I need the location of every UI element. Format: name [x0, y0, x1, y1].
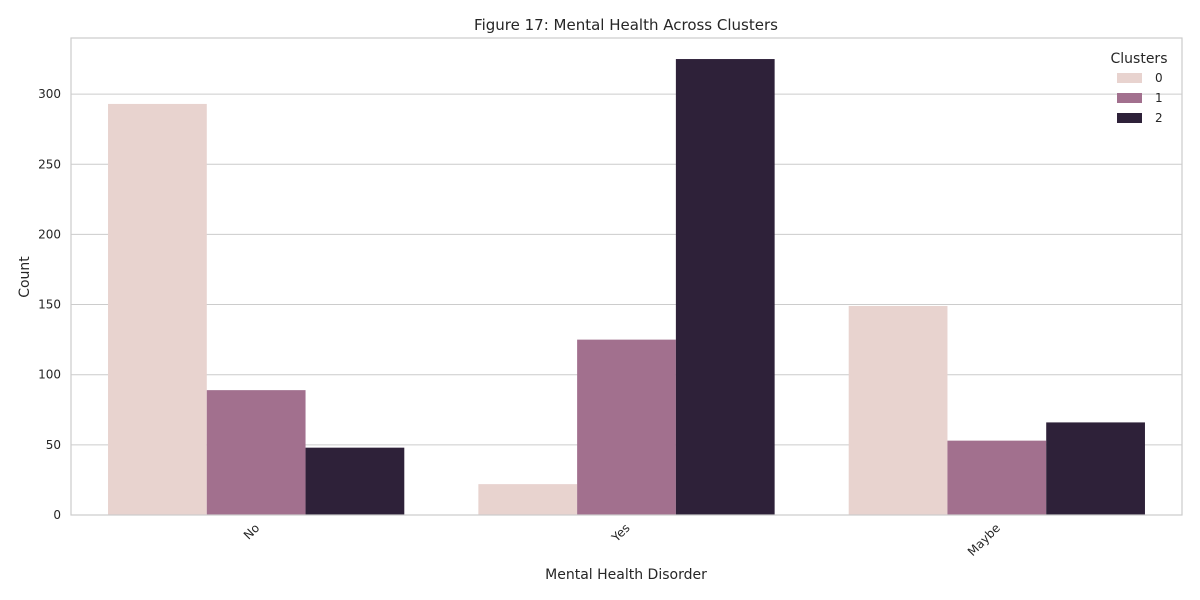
x-tick-label: Maybe: [965, 521, 1003, 559]
legend-swatch-0: [1117, 73, 1142, 83]
bar-no-cluster-0: [108, 103, 207, 515]
y-tick-labels: 0 50 100 150 200 250 300: [38, 87, 61, 522]
y-tick-label: 150: [38, 298, 61, 312]
bar-maybe-cluster-1: [947, 440, 1047, 515]
bar-maybe-cluster-0: [848, 305, 948, 515]
y-tick-label: 0: [53, 508, 61, 522]
x-tick-labels: No Yes Maybe: [241, 521, 1003, 559]
bar-yes-cluster-2: [675, 59, 775, 515]
x-axis-title: Mental Health Disorder: [545, 567, 707, 583]
legend-label-1: 1: [1155, 91, 1163, 105]
plot-frame: [70, 37, 1183, 516]
legend-label-2: 2: [1155, 111, 1163, 125]
y-tick-label: 50: [46, 438, 61, 452]
y-tick-label: 250: [38, 157, 61, 171]
legend-swatch-2: [1117, 113, 1142, 123]
y-tick-label: 100: [38, 368, 61, 382]
bars: [108, 59, 1145, 515]
y-tick-label: 300: [38, 87, 61, 101]
legend-label-0: 0: [1155, 71, 1163, 85]
x-tick-label: Yes: [608, 521, 632, 545]
bar-yes-cluster-1: [577, 339, 676, 515]
y-axis-title: Count: [17, 256, 33, 298]
legend-swatch-1: [1117, 93, 1142, 103]
bar-no-cluster-1: [206, 390, 306, 515]
y-tick-label: 200: [38, 227, 61, 241]
bar-maybe-cluster-2: [1046, 422, 1145, 515]
legend: Clusters 0 1 2: [1111, 51, 1168, 125]
legend-title: Clusters: [1111, 51, 1168, 67]
x-tick-label: No: [241, 521, 262, 542]
bar-yes-cluster-0: [478, 484, 578, 515]
chart-title: Figure 17: Mental Health Across Clusters: [474, 16, 778, 34]
bar-no-cluster-2: [305, 447, 405, 515]
